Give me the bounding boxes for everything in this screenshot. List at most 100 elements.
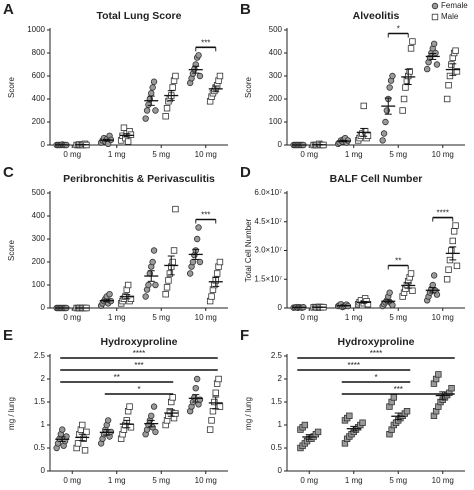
data-point: [400, 95, 408, 103]
data-point: [215, 375, 222, 383]
x-tick-label: 0 mg: [300, 150, 318, 159]
y-tick-label: 1000: [27, 25, 45, 34]
data-point: [59, 426, 66, 433]
data-point: [446, 72, 454, 80]
x-tick-label: 1 mg: [345, 476, 363, 485]
y-tick-label: 2.5: [271, 351, 283, 360]
data-point: [206, 426, 214, 433]
data-point: [314, 428, 322, 436]
panel-title: Total Lung Score: [97, 10, 182, 22]
data-point: [169, 84, 176, 91]
data-point: [120, 124, 128, 131]
y-tick-label: 0: [278, 466, 283, 475]
data-point: [380, 130, 388, 137]
data-point: [172, 72, 179, 80]
data-point: [124, 138, 132, 145]
y-tick-label: 1.5: [271, 397, 283, 406]
panel-letter: E: [3, 327, 13, 344]
y-tick-label: 200: [269, 94, 283, 103]
data-point: [211, 398, 218, 406]
data-point: [196, 72, 204, 80]
data-point: [406, 68, 413, 75]
legend-label: Female: [441, 1, 468, 10]
data-point: [359, 419, 366, 426]
y-axis-label: Total Cell Number: [244, 218, 253, 282]
x-tick-label: 10 mg: [195, 313, 217, 322]
panel-title: Hydroxyproline: [337, 336, 414, 348]
y-tick-label: 400: [32, 211, 46, 220]
y-tick-label: 0: [41, 303, 46, 312]
data-point: [127, 131, 135, 138]
data-point: [165, 277, 172, 284]
x-tick-label: 0 mg: [63, 150, 81, 159]
data-point: [448, 247, 455, 254]
data-point: [453, 68, 461, 75]
panel-letter: F: [240, 327, 249, 344]
sig-label: **: [395, 257, 401, 266]
data-point: [145, 281, 152, 289]
data-point: [445, 266, 452, 273]
data-point: [195, 52, 202, 59]
x-tick-label: 5 mg: [152, 313, 170, 322]
sig-label: ****: [370, 349, 382, 358]
x-tick-label: 5 mg: [152, 476, 170, 485]
data-point: [83, 428, 90, 436]
x-tick-label: 5 mg: [152, 150, 170, 159]
data-point: [443, 95, 451, 103]
data-point: [169, 258, 176, 266]
x-tick-label: 0 mg: [300, 476, 318, 485]
data-point: [453, 262, 461, 270]
x-tick-label: 1 mg: [108, 313, 126, 322]
data-point: [386, 289, 393, 296]
x-tick-label: 0 mg: [63, 476, 81, 485]
data-point: [403, 407, 411, 415]
data-point: [402, 84, 409, 91]
data-point: [162, 290, 169, 298]
y-tick-label: 400: [269, 48, 283, 57]
data-point: [443, 276, 451, 283]
y-tick-label: 4.5×10⁷: [254, 217, 282, 226]
data-point: [445, 82, 452, 89]
data-point: [148, 412, 155, 419]
data-point: [169, 394, 176, 401]
y-axis-label: Score: [7, 77, 16, 98]
x-tick-label: 0 mg: [63, 313, 81, 322]
data-point: [216, 72, 224, 80]
data-point: [383, 107, 391, 114]
x-tick-label: 1 mg: [108, 150, 126, 159]
data-point: [186, 270, 194, 277]
data-point: [448, 61, 455, 68]
data-point: [150, 403, 158, 410]
sig-label: ***: [201, 38, 210, 47]
data-point: [399, 107, 406, 114]
data-point: [407, 45, 415, 52]
y-tick-label: 0.5: [34, 443, 46, 452]
sig-label: ***: [201, 211, 210, 220]
data-point: [143, 107, 151, 114]
y-axis-label: mg / lung: [244, 397, 253, 430]
y-tick-label: 0: [278, 303, 283, 312]
y-tick-label: 0.5: [271, 443, 283, 452]
data-point: [170, 247, 178, 254]
data-point: [150, 78, 158, 85]
y-tick-label: 0: [41, 466, 46, 475]
data-point: [145, 101, 152, 108]
data-point: [80, 435, 87, 442]
data-point: [193, 375, 201, 383]
x-tick-label: 0 mg: [300, 313, 318, 322]
data-point: [79, 421, 86, 429]
y-tick-label: 2: [278, 374, 283, 383]
data-point: [346, 412, 353, 419]
y-tick-label: 6.0×10⁷: [254, 188, 282, 197]
data-point: [74, 440, 82, 447]
sig-label: *: [137, 385, 140, 394]
y-tick-label: 1.5: [34, 397, 46, 406]
data-point: [389, 72, 396, 80]
x-tick-label: 10 mg: [195, 150, 217, 159]
data-point: [191, 394, 198, 401]
x-tick-label: 5 mg: [389, 150, 407, 159]
data-point: [81, 447, 89, 454]
panel-letter: C: [3, 164, 14, 181]
data-point: [430, 272, 438, 279]
data-point: [193, 235, 201, 243]
